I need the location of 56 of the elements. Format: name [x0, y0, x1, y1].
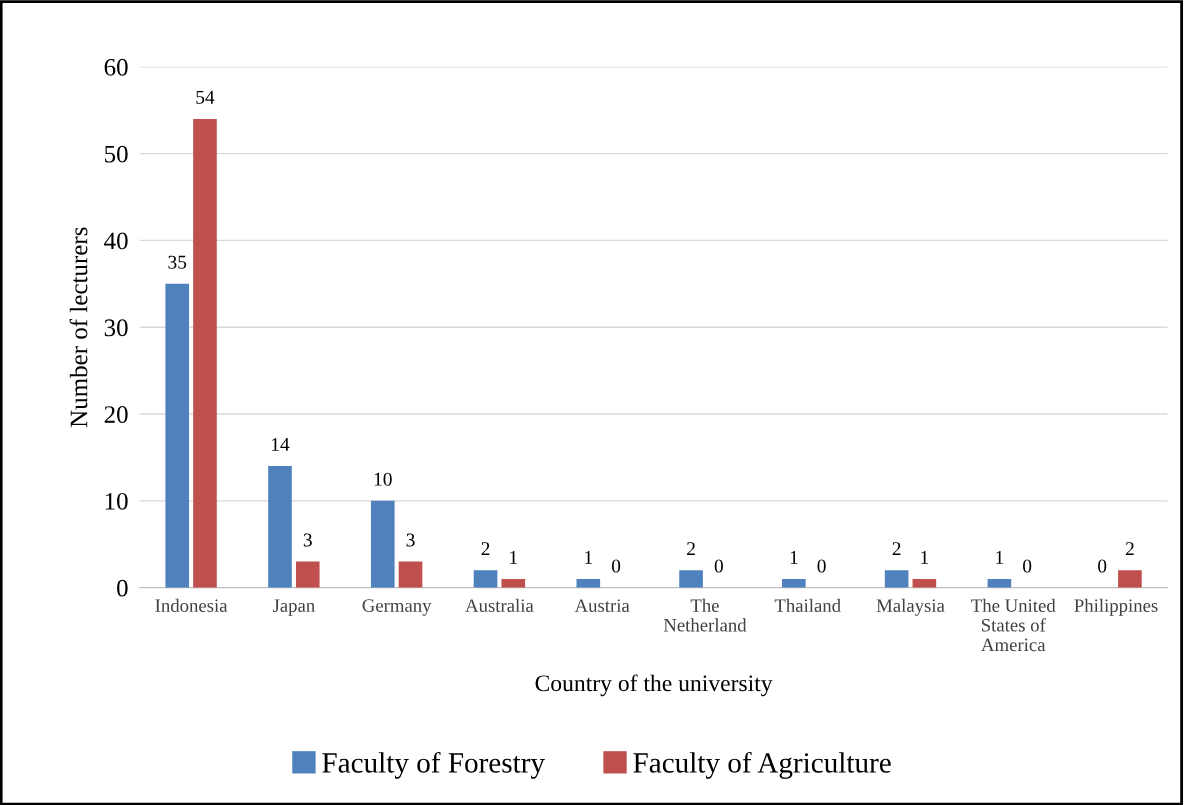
data-label: 2 — [1125, 542, 1134, 556]
bar — [912, 578, 937, 588]
x-tick-label: The United States of America — [971, 598, 1056, 652]
data-label: 35 — [168, 255, 187, 269]
bar — [473, 570, 498, 588]
data-label: 0 — [817, 559, 826, 573]
x-tick-label: Japan — [272, 599, 315, 616]
data-label: 2 — [687, 542, 695, 556]
data-label: 14 — [271, 438, 290, 451]
y-tick-label: 0 — [117, 579, 128, 597]
data-label: 1 — [510, 550, 517, 564]
bar — [295, 561, 320, 588]
bar — [679, 570, 703, 588]
y-tick-label: 30 — [104, 319, 128, 337]
x-tick-label: Australia — [465, 598, 534, 612]
legend-label: Faculty of Agriculture — [633, 751, 891, 779]
bar — [576, 578, 601, 588]
data-label: 1 — [921, 550, 929, 564]
bar — [165, 283, 190, 588]
y-tick-label: 40 — [104, 232, 128, 250]
x-tick-label: Malaysia — [876, 598, 945, 616]
legend-label: Faculty of Forestry — [322, 751, 545, 779]
data-label: 3 — [303, 533, 312, 547]
data-label: 54 — [196, 90, 215, 104]
y-tick-label: 60 — [104, 58, 128, 76]
bar — [193, 118, 217, 588]
data-label: 0 — [611, 559, 621, 573]
x-tick-label: Thailand — [774, 598, 841, 612]
y-tick-label: 50 — [105, 145, 128, 163]
data-label: 0 — [1023, 559, 1032, 573]
data-label: 1 — [996, 550, 1004, 564]
data-label: 2 — [892, 542, 901, 556]
data-label: 10 — [374, 472, 392, 486]
bar — [268, 466, 292, 588]
bar — [501, 578, 526, 588]
bar — [884, 570, 909, 588]
x-tick-label: Austria — [574, 599, 630, 612]
bar — [398, 561, 423, 588]
y-tick-label: 20 — [104, 406, 128, 423]
data-label: 0 — [1098, 559, 1107, 573]
data-label: 1 — [585, 550, 592, 564]
bar — [987, 578, 1012, 588]
data-label: 1 — [790, 550, 798, 564]
bar — [370, 500, 395, 588]
x-tick-label: The Netherland — [663, 598, 747, 632]
x-tick-label: Indonesia — [155, 598, 228, 612]
y-axis-title: Number of lecturers — [69, 227, 88, 428]
x-axis-title: Country of the university — [535, 674, 773, 697]
x-tick-label: Philippines — [1074, 598, 1158, 616]
data-label: 3 — [406, 533, 415, 547]
data-label: 2 — [481, 542, 490, 556]
y-tick-label: 10 — [105, 492, 128, 510]
bar — [1118, 570, 1142, 588]
bar — [782, 578, 806, 588]
x-tick-label: Germany — [362, 599, 432, 616]
data-label: 0 — [714, 559, 723, 573]
